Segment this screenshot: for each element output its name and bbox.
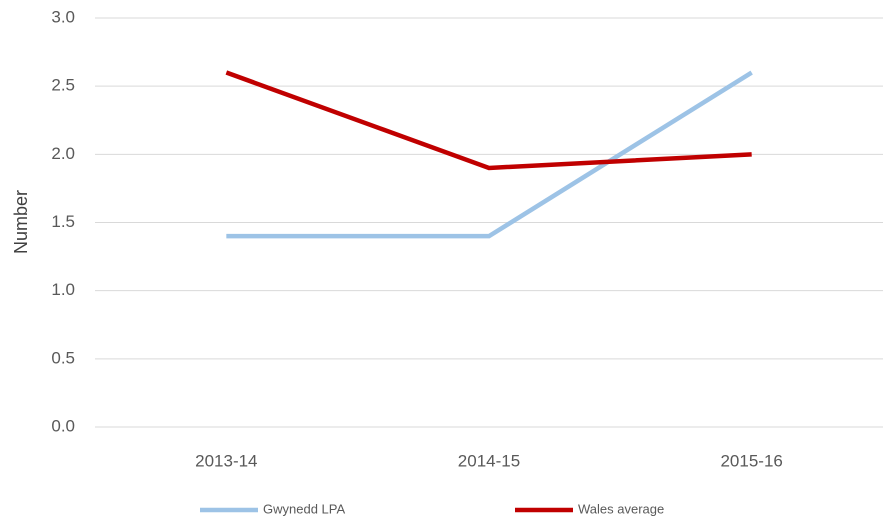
y-tick-label: 2.5 [51, 76, 75, 95]
line-series [225, 70, 752, 171]
y-tick-label: 1.5 [51, 212, 75, 231]
y-tick-label: 3.0 [51, 7, 75, 26]
legend-label: Wales average [578, 501, 664, 516]
y-axis-label: Number [11, 190, 31, 254]
y-tick-label: 2.0 [51, 144, 75, 163]
x-tick-label: 2015-16 [720, 451, 782, 470]
y-tick-label: 1.0 [51, 280, 75, 299]
x-tick-label: 2014-15 [458, 451, 520, 470]
legend-label: Gwynedd LPA [263, 501, 345, 516]
line-series [226, 70, 753, 239]
y-tick-label: 0.5 [51, 348, 75, 367]
x-tick-label: 2013-14 [195, 451, 257, 470]
y-tick-label: 0.0 [51, 416, 75, 435]
